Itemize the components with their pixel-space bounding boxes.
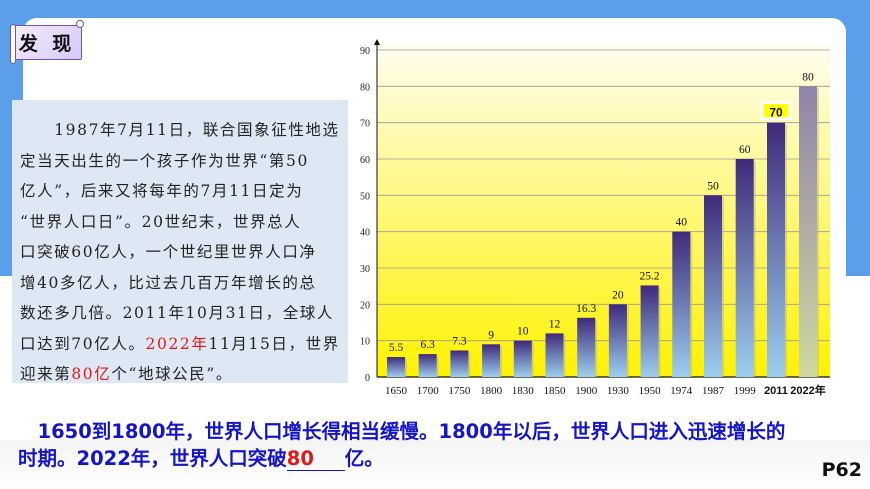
answer-blank[interactable]: 80: [286, 448, 345, 471]
passage-text: 口达到70亿人。: [20, 334, 146, 353]
x-tick-label: 1830: [512, 385, 535, 397]
passage-line: 数还多几倍。2011年10月31日，全球人: [20, 298, 348, 329]
y-tick-label: 40: [360, 228, 370, 239]
passage-text: 定当天出生的一个孩子作为世界“第50: [20, 151, 309, 170]
passage-text: “世界人口日”。20世纪末，世界总人: [20, 212, 302, 231]
y-tick-label: 90: [360, 46, 370, 57]
x-tick-label: 2022年: [790, 383, 825, 397]
data-label: 80: [802, 71, 814, 83]
bar-1650: [387, 357, 405, 377]
y-tick-label: 50: [360, 191, 370, 202]
x-tick-label: 1850: [544, 385, 567, 397]
bar-1700: [418, 354, 437, 377]
passage-text: 迎来第: [20, 365, 72, 383]
bar-1900: [577, 317, 596, 377]
passage-line: 定当天出生的一个孩子作为世界“第50: [20, 146, 348, 177]
data-label: 9: [488, 329, 494, 341]
passage-text: 个“地球公民”。: [111, 365, 233, 383]
x-tick-label: 1700: [417, 385, 440, 397]
data-label: 7.3: [452, 335, 467, 347]
x-tick-label: 1974: [670, 385, 693, 397]
data-label: 16.3: [576, 303, 596, 315]
scroll-roll-icon: [10, 24, 16, 64]
passage-text: 11月15日，世界: [208, 334, 340, 353]
data-label: 25.2: [640, 270, 660, 282]
x-tick-label: 1650: [385, 385, 408, 397]
summary-line-1: 1650到1800年，世界人口增长得相当缓慢。1800年以后，世界人口进入迅速增…: [18, 420, 786, 443]
y-tick-label: 70: [360, 119, 370, 130]
y-tick-label: 30: [360, 264, 370, 275]
data-label: 60: [739, 144, 751, 156]
bar-1750: [450, 350, 469, 377]
data-label: 40: [676, 217, 688, 229]
bottom-shade: [0, 440, 870, 489]
scroll-curl-icon: [76, 20, 84, 28]
bar-1850: [545, 333, 564, 377]
bar-1800: [482, 344, 501, 377]
summary-line-2b: 亿。: [344, 447, 384, 470]
bar-1830: [513, 340, 532, 377]
bar-1999: [735, 159, 754, 377]
population-bar-chart: 0 10 20 30 40 50 60 70 80 90 5.5 1650 6.3 1700 7.3 1750…: [360, 39, 830, 397]
passage-text: 亿人”，后来又将每年的7月11日定为: [20, 182, 304, 200]
data-label: 20: [612, 289, 624, 301]
passage-line: 1987年7月11日，联合国象征性地选: [20, 115, 348, 146]
data-label: 50: [707, 180, 719, 192]
passage-text: 1987年7月11日，联合国象征性地选: [20, 121, 340, 139]
data-label: 6.3: [421, 339, 436, 351]
data-label-highlight: [760, 101, 792, 121]
y-tick-label: 0: [365, 373, 370, 384]
y-tick-label: 80: [360, 82, 370, 93]
x-tick-label: 1987: [702, 385, 725, 397]
y-axis-arrow-icon: [374, 39, 380, 45]
x-tick-label: 1750: [448, 385, 471, 397]
highlight-text: 2022年: [145, 334, 209, 353]
x-tick-label: 1900: [575, 385, 598, 397]
passage-line: “世界人口日”。20世纪末，世界总人: [20, 207, 348, 238]
bar-2022年: [799, 86, 817, 378]
passage-text: 增40多亿人，比过去几百万年增长的总: [20, 273, 317, 292]
plot-background: [377, 45, 830, 377]
bar-1974: [672, 231, 691, 377]
data-label: 10: [517, 326, 529, 338]
passage-line: 亿人”，后来又将每年的7月11日定为: [20, 176, 348, 207]
passage-box: 1987年7月11日，联合国象征性地选 定当天出生的一个孩子作为世界“第50 亿人”…: [12, 100, 348, 383]
highlight-text: 80亿: [71, 365, 112, 383]
bar-1950: [640, 285, 659, 377]
passage-line: 口突破60亿人，一个世纪里世界人口净: [20, 237, 348, 268]
summary-line-2a: 时期。2022年，世界人口突破: [18, 447, 287, 470]
x-tick-label: 1930: [607, 385, 630, 397]
passage-line: 口达到70亿人。2022年11月15日，世界: [20, 329, 348, 360]
data-label: 12: [549, 318, 561, 330]
bar-2011: [767, 122, 785, 378]
passage-line: 增40多亿人，比过去几百万年增长的总: [20, 268, 348, 299]
y-tick-label: 20: [360, 300, 370, 311]
x-tick-label: 1800: [480, 385, 503, 397]
y-tick-label: 10: [360, 337, 370, 348]
y-tick-label: 60: [360, 155, 370, 166]
badge-label: 发 现: [18, 33, 76, 55]
summary-text: 1650到1800年，世界人口增长得相当缓慢。1800年以后，世界人口进入迅速增…: [18, 418, 785, 472]
x-tick-label: 1950: [639, 385, 662, 397]
bar-1930: [608, 304, 627, 377]
passage-text: 口突破60亿人，一个世纪里世界人口净: [20, 243, 317, 261]
bar-1987: [704, 195, 722, 377]
discover-badge: 发 现: [10, 20, 84, 64]
passage-line: 迎来第80亿个“地球公民”。: [20, 359, 348, 390]
x-tick-label: 2011: [764, 385, 788, 397]
x-tick-label: 1999: [734, 385, 757, 397]
passage-text: 数还多几倍。2011年10月31日，全球人: [20, 304, 334, 322]
page-number: P62: [821, 459, 862, 481]
data-label: 5.5: [389, 342, 404, 354]
data-label: 70: [769, 106, 783, 120]
